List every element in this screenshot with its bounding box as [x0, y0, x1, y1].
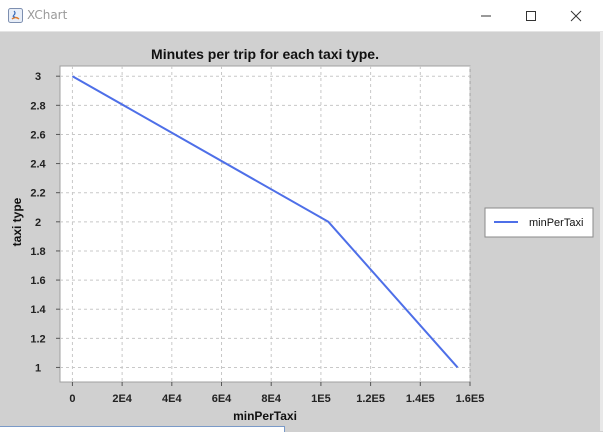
chart-title: Minutes per trip for each taxi type. — [151, 46, 379, 62]
y-tick-label: 2.8 — [30, 100, 45, 112]
y-tick-label: 1 — [35, 362, 41, 374]
y-tick-label: 2.6 — [30, 129, 45, 141]
y-tick-label: 2.4 — [30, 159, 46, 171]
x-axis: 0 2E4 4E4 6E4 8E4 1E5 1.2E5 1.4E5 1.6E5 — [69, 382, 484, 405]
y-tick-label: 1.2 — [30, 333, 45, 345]
y-tick-label: 1.8 — [30, 246, 45, 258]
close-icon — [570, 10, 582, 21]
y-tick-label: 2.2 — [30, 188, 45, 200]
y-tick-label: 2 — [35, 217, 41, 229]
close-button[interactable] — [553, 0, 599, 31]
series-layer — [71, 75, 459, 369]
window-edge — [600, 32, 603, 431]
x-tick-label: 1.2E5 — [356, 393, 385, 405]
x-tick-label: 0 — [69, 393, 75, 405]
legend-label: minPerTaxi — [529, 217, 583, 229]
minimize-icon — [481, 15, 491, 16]
y-tick-label: 1.6 — [30, 275, 45, 287]
x-tick-label: 8E4 — [261, 393, 281, 405]
y-tick-label: 3 — [35, 71, 41, 83]
legend: minPerTaxi — [484, 207, 594, 238]
x-tick-label: 6E4 — [212, 393, 232, 405]
x-tick-label: 1.4E5 — [406, 393, 435, 405]
x-tick-label: 4E4 — [162, 393, 182, 405]
y-tick-label: 1.4 — [30, 304, 46, 316]
series-line-minPerTaxi — [71, 75, 459, 369]
grid-lines — [60, 66, 471, 382]
overlapping-window-edge — [0, 426, 285, 432]
y-axis-label: taxi type — [10, 197, 24, 246]
plot-area — [59, 65, 471, 383]
title-bar[interactable]: XChart — [0, 0, 603, 32]
x-tick-label: 1E5 — [311, 393, 331, 405]
maximize-icon — [526, 10, 536, 21]
y-axis: 1 1.2 1.4 1.6 1.8 2 2.2 2.4 2.6 2.8 3 — [30, 71, 60, 374]
x-axis-label: minPerTaxi — [233, 409, 297, 423]
window-title: XChart — [27, 8, 68, 22]
minimize-button[interactable] — [463, 0, 509, 31]
maximize-button[interactable] — [508, 0, 554, 31]
x-tick-label: 1.6E5 — [456, 393, 485, 405]
java-app-icon — [8, 8, 23, 23]
x-tick-label: 2E4 — [112, 393, 132, 405]
